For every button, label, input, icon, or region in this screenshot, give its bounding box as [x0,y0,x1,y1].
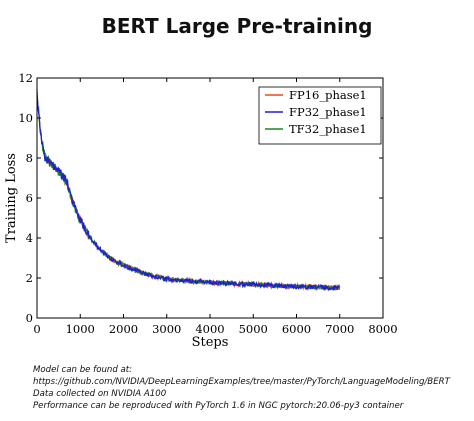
y-axis-label: Training Loss [4,153,19,243]
x-tick-label: 5000 [239,322,268,336]
y-tick-label: 4 [26,231,33,245]
note-hardware: Data collected on NVIDIA A100 [33,389,167,399]
y-tick-label: 8 [26,151,33,165]
y-tick-label: 10 [18,111,33,125]
note-model-location: Model can be found at: [33,365,133,375]
chart-title: BERT Large Pre-training [101,14,373,38]
legend-box [258,86,382,145]
x-tick-label: 8000 [368,322,397,336]
legend-label: TF32_phase1 [289,122,367,136]
y-tick-label: 0 [26,311,33,325]
y-tick-label: 2 [26,271,33,285]
x-tick-label: 1000 [66,322,95,336]
legend: FP16_phase1 FP32_phase1 TF32_phase1 [258,86,382,145]
x-tick-label: 3000 [152,322,181,336]
series-line-FP32_phase1 [36,94,340,292]
x-axis-label: Steps [192,335,229,350]
note-reproduction: Performance can be reproduced with PyTor… [33,401,404,411]
footnotes: Model can be found at: https://github.co… [33,364,473,412]
x-tick-label: 4000 [195,322,224,336]
legend-label: FP16_phase1 [289,88,367,102]
x-tick-label: 2000 [109,322,138,336]
x-tick-label: 0 [33,322,40,336]
series-layer [36,88,341,292]
note-repo-url: https://github.com/NVIDIA/DeepLearningEx… [33,377,450,387]
y-tick-label: 12 [18,71,33,85]
legend-label: FP32_phase1 [289,105,367,119]
x-tick-label: 6000 [282,322,311,336]
x-tick-label: 7000 [325,322,354,336]
y-tick-label: 6 [26,191,33,205]
ticks-layer: 0 1000 2000 3000 4000 5000 6000 7000 8000 0 2 4 6 8 10… [18,71,397,336]
